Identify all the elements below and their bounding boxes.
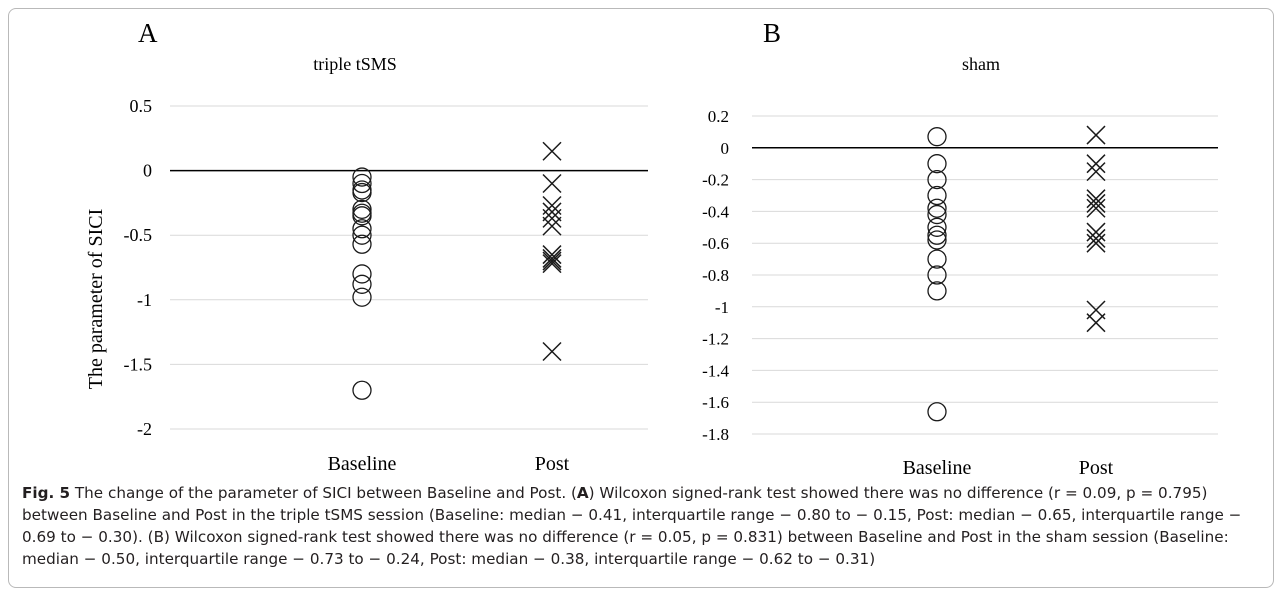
x-category-label: Post [1079, 457, 1114, 479]
panel-a-title: triple tSMS [313, 54, 397, 74]
data-point-circle [927, 402, 947, 422]
panel-b-x-categories: Baseline Post [903, 457, 1114, 479]
data-point-x [1086, 233, 1106, 253]
data-point-x [542, 208, 562, 228]
y-tick-label: 0.5 [130, 96, 153, 116]
caption-text-2: ) Wilcoxon signed-rank test showed there… [22, 484, 1242, 568]
data-point-circle [927, 265, 947, 285]
caption-fig-label: Fig. 5 [22, 484, 71, 502]
panel-a: A triple tSMS The parameter of SICI 0.50… [85, 18, 648, 475]
figure-charts: A triple tSMS The parameter of SICI 0.50… [85, 18, 1218, 479]
panel-b-y-ticks: 0.2 0 -0.2 -0.4 -0.6 -0.8 -1 -1.2 -1.4 -1.6 -1.8 [702, 107, 729, 444]
y-tick-label: -0.4 [702, 202, 729, 221]
y-tick-label: -1.2 [702, 330, 729, 349]
data-point-x [1086, 189, 1106, 209]
panel-a-grid [170, 105, 648, 430]
data-point-circle [352, 234, 372, 254]
y-tick-label: -0.6 [702, 234, 729, 253]
x-category-label: Baseline [903, 457, 972, 479]
data-point-x [542, 254, 562, 274]
data-point-circle [352, 380, 372, 400]
data-point-x [542, 341, 562, 362]
data-point-x [542, 173, 562, 194]
data-point-circle [927, 225, 947, 245]
y-tick-label: -1.4 [702, 361, 729, 380]
data-point-circle [927, 204, 947, 225]
y-tick-label: 0 [721, 139, 730, 158]
data-point-x [1086, 228, 1106, 248]
data-point-circle [927, 169, 947, 190]
data-point-circle [352, 173, 372, 194]
data-point-x [1086, 313, 1106, 333]
caption-text-1: The change of the parameter of SICI betw… [70, 484, 577, 502]
data-point-circle [927, 127, 947, 147]
data-point-x [542, 141, 562, 161]
data-point-x [542, 251, 562, 271]
data-point-circle [352, 206, 372, 226]
figure-caption: Fig. 5 The change of the parameter of SI… [22, 482, 1270, 570]
data-point-x [542, 248, 562, 268]
data-point-circle [927, 249, 947, 269]
data-point-circle [927, 217, 947, 237]
y-tick-label: -1.8 [702, 425, 729, 444]
data-point-circle [352, 264, 372, 284]
y-tick-label: -1.6 [702, 393, 729, 412]
data-point-circle [927, 185, 947, 206]
x-category-label: Post [535, 453, 570, 475]
panel-a-x-categories: Baseline Post [328, 453, 570, 475]
y-tick-label: -0.5 [124, 225, 153, 245]
panel-a-data-points [352, 141, 562, 400]
data-point-x [542, 245, 562, 265]
panel-a-y-axis-label: The parameter of SICI [85, 209, 107, 389]
data-point-circle [352, 182, 372, 203]
data-point-circle [927, 198, 947, 218]
data-point-circle [352, 274, 372, 294]
data-point-circle [352, 287, 372, 307]
data-point-circle [927, 154, 947, 174]
y-tick-label: -1 [137, 290, 152, 310]
panel-a-y-ticks: 0.5 0 -0.5 -1 -1.5 -2 [124, 96, 153, 439]
y-tick-label: -0.2 [702, 171, 729, 190]
panel-b-grid [752, 115, 1218, 435]
x-category-label: Baseline [328, 453, 397, 475]
data-point-x [1086, 193, 1106, 213]
y-tick-label: 0 [143, 161, 152, 181]
panel-a-letter: A [138, 18, 158, 48]
data-point-x [1086, 198, 1106, 218]
data-point-circle [352, 199, 372, 220]
data-point-circle [927, 230, 947, 250]
data-point-x [542, 216, 562, 236]
data-point-x [1086, 125, 1106, 145]
caption-bold-a: A [576, 484, 589, 502]
y-tick-label: -1.5 [124, 354, 153, 374]
data-point-circle [352, 219, 372, 239]
y-tick-label: -1 [715, 298, 729, 317]
panel-b-letter: B [763, 18, 781, 48]
data-point-x [1086, 154, 1106, 174]
data-point-circle [927, 281, 947, 301]
data-point-x [542, 202, 562, 222]
panel-b: B sham 0.2 0 -0.2 -0.4 -0.6 -0.8 -1 -1.2 -1.4 -1.… [702, 18, 1218, 479]
y-tick-label: -2 [137, 419, 152, 439]
panel-b-title: sham [962, 54, 1000, 74]
y-tick-label: 0.2 [708, 107, 729, 126]
data-point-x [1086, 162, 1106, 182]
y-tick-label: -0.8 [702, 266, 729, 285]
data-point-circle [352, 167, 372, 187]
figure-frame [8, 8, 1274, 588]
panel-b-data-points [927, 125, 1106, 422]
data-point-circle [352, 225, 372, 245]
